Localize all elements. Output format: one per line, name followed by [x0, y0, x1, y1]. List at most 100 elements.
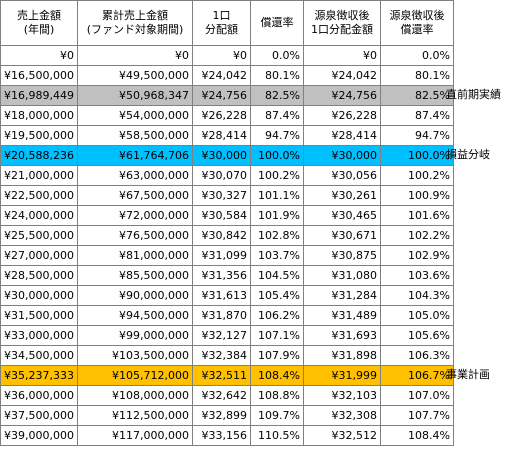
table-body: ¥0 ¥0 ¥0 0.0% ¥0 0.0% ¥16,500,000 ¥49,500,000 ¥2… [0, 45, 454, 446]
distribution-cell: ¥32,642 [191, 385, 251, 406]
header-line: (ファンド対象期間) [86, 23, 184, 36]
after-tax-distribution-cell: ¥24,042 [302, 65, 381, 86]
after-tax-rate-cell: 100.2% [379, 165, 454, 186]
header-line: 償還率 [260, 16, 294, 29]
table-row: ¥16,500,000 ¥49,500,000 ¥24,042 80.1% ¥24,04… [0, 65, 454, 86]
redemption-rate-cell: 106.2% [249, 305, 304, 326]
annual-sales-cell: ¥24,000,000 [0, 205, 78, 226]
distribution-cell: ¥31,356 [191, 265, 251, 286]
cumulative-sales-cell: ¥94,500,000 [76, 305, 193, 326]
after-tax-distribution-cell: ¥26,228 [302, 105, 381, 126]
cumulative-sales-cell: ¥103,500,000 [76, 345, 193, 366]
after-tax-distribution-cell: ¥30,000 [302, 145, 381, 166]
distribution-cell: ¥24,042 [191, 65, 251, 86]
redemption-rate-cell: 101.1% [249, 185, 304, 206]
table-row: ¥16,989,449 ¥50,968,347 ¥24,756 82.5% ¥24,75… [0, 85, 454, 106]
header-redemption-rate: 償還率 [249, 0, 304, 46]
row-note: 直前期実績 [446, 88, 501, 101]
cumulative-sales-cell: ¥105,712,000 [76, 365, 193, 386]
after-tax-rate-cell: 80.1% [379, 65, 454, 86]
header-line: 源泉徴収後 [389, 9, 445, 22]
after-tax-rate-cell: 102.2% [379, 225, 454, 246]
after-tax-distribution-cell: ¥31,693 [302, 325, 381, 346]
header-after-tax-redemption-rate: 源泉徴収後 償還率 [379, 0, 454, 46]
annual-sales-cell: ¥31,500,000 [0, 305, 78, 326]
after-tax-distribution-cell: ¥32,103 [302, 385, 381, 406]
header-line: 償還率 [400, 23, 434, 36]
table-row: ¥28,500,000 ¥85,500,000 ¥31,356 104.5% ¥31,0… [0, 265, 454, 286]
cumulative-sales-cell: ¥72,000,000 [76, 205, 193, 226]
annual-sales-cell: ¥21,000,000 [0, 165, 78, 186]
redemption-rate-cell: 104.5% [249, 265, 304, 286]
header-line: 1口分配金額 [310, 23, 373, 36]
distribution-cell: ¥24,756 [191, 85, 251, 106]
after-tax-distribution-cell: ¥30,465 [302, 205, 381, 226]
cumulative-sales-cell: ¥49,500,000 [76, 65, 193, 86]
cumulative-sales-cell: ¥108,000,000 [76, 385, 193, 406]
after-tax-rate-cell: 103.6% [379, 265, 454, 286]
after-tax-distribution-cell: ¥30,875 [302, 245, 381, 266]
header-line: 1口 [212, 9, 231, 22]
redemption-rate-cell: 100.0% [249, 145, 304, 166]
after-tax-distribution-cell: ¥31,284 [302, 285, 381, 306]
annual-sales-cell: ¥16,989,449 [0, 85, 78, 106]
distribution-cell: ¥30,842 [191, 225, 251, 246]
header-line: 売上金額 [16, 9, 61, 22]
table-row: ¥39,000,000 ¥117,000,000 ¥33,156 110.5% ¥32,… [0, 425, 454, 446]
table-row: ¥25,500,000 ¥76,500,000 ¥30,842 102.8% ¥30,6… [0, 225, 454, 246]
after-tax-distribution-cell: ¥31,080 [302, 265, 381, 286]
redemption-rate-cell: 87.4% [249, 105, 304, 126]
redemption-rate-cell: 102.8% [249, 225, 304, 246]
annual-sales-cell: ¥18,000,000 [0, 105, 78, 126]
header-line: 分配額 [204, 23, 238, 36]
cumulative-sales-cell: ¥0 [76, 45, 193, 66]
header-annual-sales: 売上金額 (年間) [0, 0, 78, 46]
redemption-rate-cell: 82.5% [249, 85, 304, 106]
header-cumulative-sales: 累計売上金額 (ファンド対象期間) [76, 0, 193, 46]
redemption-rate-cell: 107.1% [249, 325, 304, 346]
distribution-cell: ¥31,099 [191, 245, 251, 266]
cumulative-sales-cell: ¥58,500,000 [76, 125, 193, 146]
after-tax-rate-cell: 104.3% [379, 285, 454, 306]
annual-sales-cell: ¥16,500,000 [0, 65, 78, 86]
distribution-cell: ¥33,156 [191, 425, 251, 446]
header-line: 源泉徴収後 [314, 9, 370, 22]
distribution-cell: ¥30,584 [191, 205, 251, 226]
table-row: ¥30,000,000 ¥90,000,000 ¥31,613 105.4% ¥31,2… [0, 285, 454, 306]
after-tax-distribution-cell: ¥30,671 [302, 225, 381, 246]
distribution-cell: ¥32,384 [191, 345, 251, 366]
after-tax-distribution-cell: ¥31,999 [302, 365, 381, 386]
distribution-cell: ¥32,127 [191, 325, 251, 346]
table-row: ¥34,500,000 ¥103,500,000 ¥32,384 107.9% ¥31,… [0, 345, 454, 366]
after-tax-rate-cell: 107.0% [379, 385, 454, 406]
header-distribution-per-unit: 1口 分配額 [191, 0, 251, 46]
redemption-rate-cell: 101.9% [249, 205, 304, 226]
after-tax-distribution-cell: ¥30,056 [302, 165, 381, 186]
annual-sales-cell: ¥30,000,000 [0, 285, 78, 306]
distribution-cell: ¥0 [191, 45, 251, 66]
annual-sales-cell: ¥19,500,000 [0, 125, 78, 146]
redemption-rate-cell: 107.9% [249, 345, 304, 366]
table-row: ¥0 ¥0 ¥0 0.0% ¥0 0.0% [0, 45, 454, 66]
cumulative-sales-cell: ¥50,968,347 [76, 85, 193, 106]
cumulative-sales-cell: ¥81,000,000 [76, 245, 193, 266]
cumulative-sales-cell: ¥61,764,706 [76, 145, 193, 166]
after-tax-rate-cell: 106.7% [379, 365, 454, 386]
after-tax-rate-cell: 94.7% [379, 125, 454, 146]
after-tax-rate-cell: 107.7% [379, 405, 454, 426]
redemption-rate-cell: 105.4% [249, 285, 304, 306]
annual-sales-cell: ¥27,000,000 [0, 245, 78, 266]
distribution-cell: ¥26,228 [191, 105, 251, 126]
header-line: (年間) [23, 23, 55, 36]
header-after-tax-distribution: 源泉徴収後 1口分配金額 [302, 0, 381, 46]
distribution-cell: ¥28,414 [191, 125, 251, 146]
table-row: ¥24,000,000 ¥72,000,000 ¥30,584 101.9% ¥30,4… [0, 205, 454, 226]
after-tax-rate-cell: 100.0% [379, 145, 454, 166]
after-tax-distribution-cell: ¥31,489 [302, 305, 381, 326]
cumulative-sales-cell: ¥117,000,000 [76, 425, 193, 446]
cumulative-sales-cell: ¥85,500,000 [76, 265, 193, 286]
after-tax-distribution-cell: ¥32,512 [302, 425, 381, 446]
after-tax-distribution-cell: ¥30,261 [302, 185, 381, 206]
table-row: ¥33,000,000 ¥99,000,000 ¥32,127 107.1% ¥31,6… [0, 325, 454, 346]
row-note: 損益分岐 [446, 148, 490, 161]
